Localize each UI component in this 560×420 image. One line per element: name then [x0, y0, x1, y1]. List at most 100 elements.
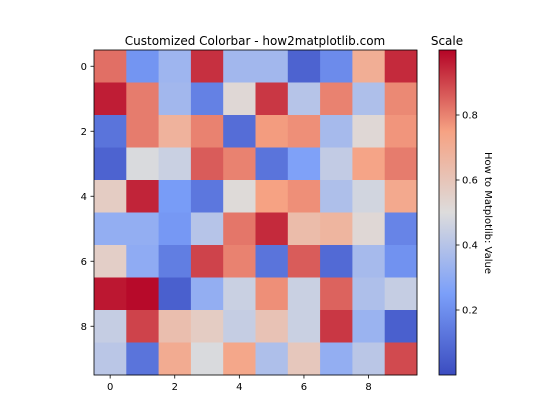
heatmap-cell: [126, 212, 159, 246]
heatmap-cell: [255, 147, 289, 181]
heatmap-cell: [190, 50, 224, 83]
x-tick-label: 0: [107, 382, 113, 393]
heatmap-cell: [384, 212, 418, 246]
heatmap-cell: [287, 180, 321, 213]
heatmap-cell: [352, 180, 386, 213]
x-tick-label: 6: [301, 382, 307, 393]
heatmap-cell: [352, 245, 386, 278]
heatmap-cell: [320, 212, 353, 246]
heatmap-cell: [287, 147, 321, 181]
y-tick-label: 8: [81, 322, 87, 333]
heatmap-cell: [384, 180, 418, 213]
heatmap-cell: [94, 342, 127, 376]
heatmap-cell: [223, 212, 256, 246]
colorbar-tick-label: 0.6: [462, 176, 478, 187]
plot-frame: [93, 49, 418, 376]
heatmap-cell: [126, 115, 159, 148]
heatmap-cell: [126, 180, 159, 213]
heatmap-cell: [158, 212, 192, 246]
heatmap-cell: [223, 147, 256, 181]
x-tick-label: 8: [365, 382, 371, 393]
heatmap-cell: [223, 245, 256, 278]
x-tick-label: 2: [172, 382, 178, 393]
heatmap-cell: [126, 310, 159, 343]
heatmap-cell: [320, 147, 353, 181]
colorbar-tick-label: 0.8: [462, 111, 478, 122]
heatmap-cell: [94, 82, 127, 116]
heatmap-cell: [384, 115, 418, 148]
heatmap-cell: [190, 245, 224, 278]
heatmap-cell: [94, 180, 127, 213]
heatmap-cell: [352, 82, 386, 116]
heatmap-cells: [94, 50, 418, 376]
heatmap-cell: [158, 82, 192, 116]
heatmap-cell: [255, 212, 289, 246]
heatmap-cell: [94, 147, 127, 181]
heatmap-cell: [384, 310, 418, 343]
heatmap-cell: [158, 342, 192, 376]
y-axis-ticks: 0 2 4 6 8: [81, 62, 94, 333]
colorbar-tick-label: 0.4: [462, 241, 478, 252]
heatmap-cell: [352, 212, 386, 246]
heatmap-cell: [190, 115, 224, 148]
heatmap-cell: [287, 310, 321, 343]
heatmap-cell: [255, 82, 289, 116]
heatmap-cell: [320, 342, 353, 376]
heatmap-cell: [126, 342, 159, 376]
heatmap-cell: [352, 115, 386, 148]
heatmap-cell: [223, 115, 256, 148]
heatmap-cell: [190, 212, 224, 246]
heatmap-cell: [255, 50, 289, 83]
heatmap-cell: [255, 310, 289, 343]
heatmap-cell: [352, 310, 386, 343]
heatmap-cell: [158, 115, 192, 148]
heatmap-cell: [255, 245, 289, 278]
heatmap-cell: [158, 310, 192, 343]
heatmap-cell: [94, 277, 127, 311]
heatmap-cell: [126, 82, 159, 116]
heatmap-cell: [352, 50, 386, 83]
heatmap-cell: [190, 310, 224, 343]
heatmap-cell: [158, 147, 192, 181]
heatmap-cell: [190, 180, 224, 213]
heatmap-cell: [190, 342, 224, 376]
heatmap-cell: [126, 50, 159, 83]
heatmap-cell: [255, 180, 289, 213]
heatmap-cell: [126, 277, 159, 311]
heatmap-cell: [287, 115, 321, 148]
y-tick-label: 6: [81, 257, 87, 268]
heatmap-cell: [320, 310, 353, 343]
heatmap-cell: [94, 50, 127, 83]
heatmap-cell: [320, 82, 353, 116]
heatmap-cell: [384, 50, 418, 83]
colorbar-label: How to Matplotlib: Value: [482, 152, 493, 274]
heatmap-cell: [352, 342, 386, 376]
heatmap-cell: [320, 277, 353, 311]
heatmap-cell: [384, 147, 418, 181]
y-tick-label: 0: [81, 62, 87, 73]
heatmap-cell: [158, 180, 192, 213]
heatmap-cell: [94, 245, 127, 278]
heatmap-cell: [223, 180, 256, 213]
heatmap-cell: [255, 115, 289, 148]
heatmap-cell: [223, 342, 256, 376]
colorbar: [438, 49, 457, 376]
heatmap-cell: [352, 147, 386, 181]
heatmap-cell: [320, 50, 353, 83]
chart-title: Customized Colorbar - how2matplotlib.com: [125, 34, 385, 48]
heatmap-cell: [223, 50, 256, 83]
heatmap-cell: [287, 50, 321, 83]
heatmap-cell: [320, 115, 353, 148]
heatmap-cell: [287, 277, 321, 311]
heatmap-cell: [190, 277, 224, 311]
heatmap-cell: [94, 212, 127, 246]
heatmap-cell: [94, 115, 127, 148]
heatmap-cell: [384, 277, 418, 311]
heatmap-cell: [320, 245, 353, 278]
heatmap-cell: [126, 245, 159, 278]
heatmap-cell: [384, 245, 418, 278]
heatmap-cell: [287, 342, 321, 376]
heatmap-cell: [126, 147, 159, 181]
heatmap-cell: [190, 147, 224, 181]
